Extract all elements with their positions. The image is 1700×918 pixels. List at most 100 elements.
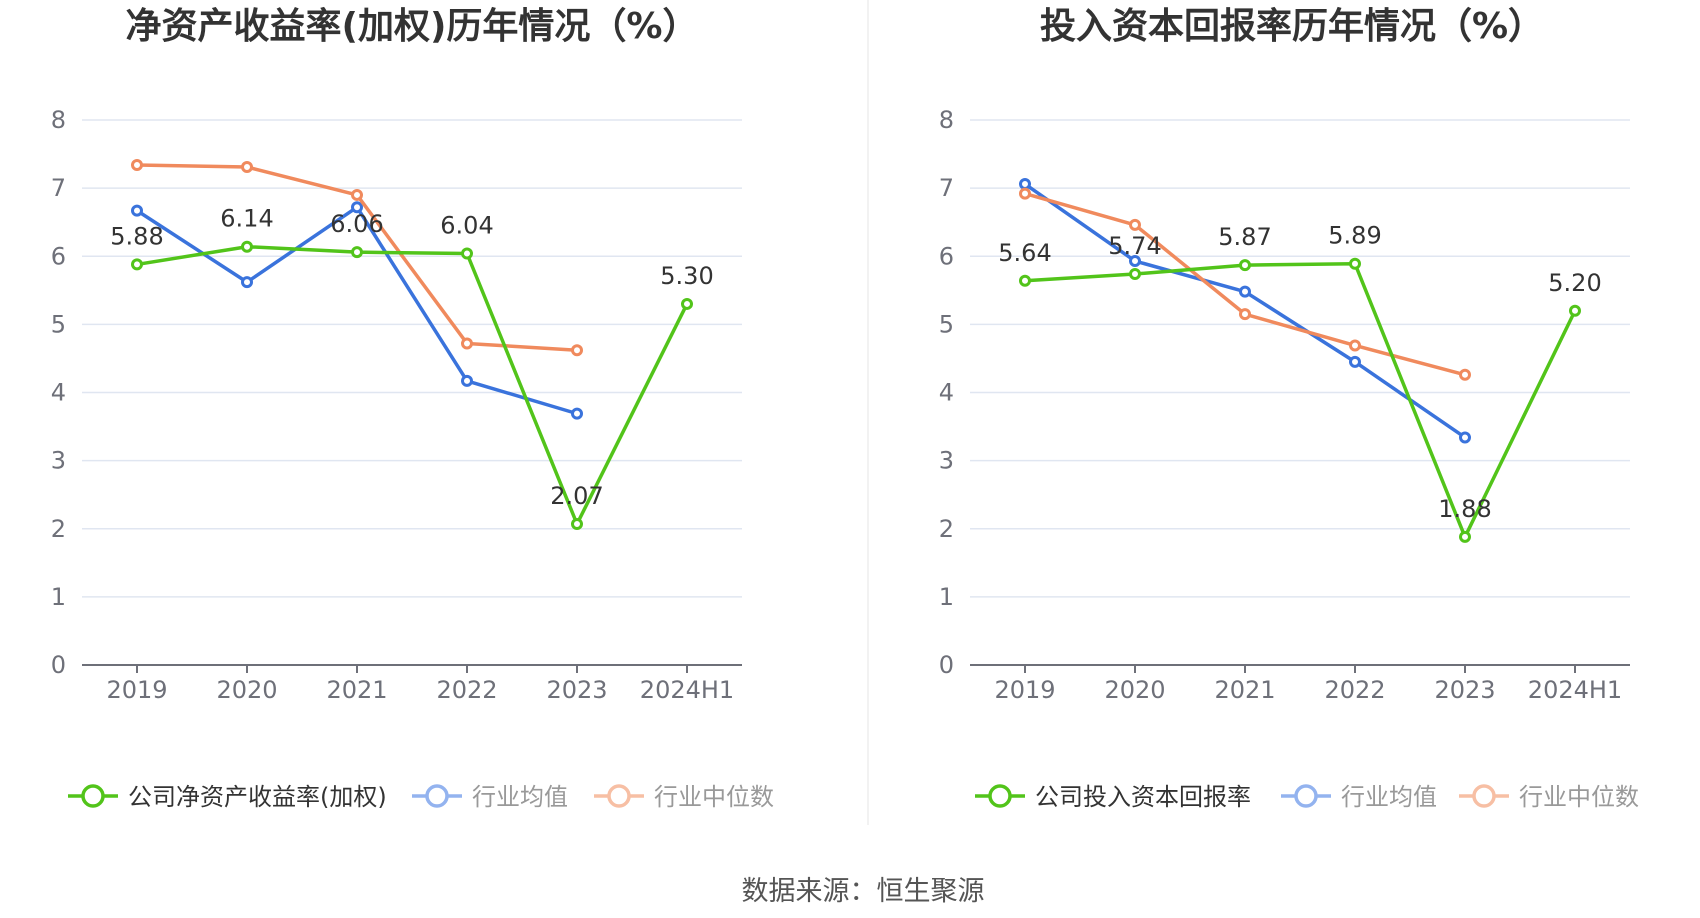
data-point (351, 201, 363, 214)
data-point (1019, 274, 1031, 287)
y-tick-label: 6 (51, 242, 66, 270)
data-point (1459, 368, 1471, 381)
data-point (1459, 530, 1471, 543)
data-point (241, 240, 253, 253)
data-label: 2.07 (550, 482, 603, 510)
legend-label: 行业均值 (472, 783, 568, 811)
data-label: 6.14 (220, 205, 273, 233)
data-point (1129, 267, 1141, 280)
data-point (131, 204, 143, 217)
x-tick-label: 2021 (326, 676, 387, 704)
y-tick-label: 8 (51, 106, 66, 134)
x-tick-label: 2022 (436, 676, 497, 704)
legend-marker (988, 784, 1012, 808)
legend-marker (425, 784, 449, 808)
data-label: 5.74 (1108, 232, 1161, 260)
series-line (136, 244, 689, 526)
data-point (1239, 285, 1251, 298)
y-tick-label: 7 (939, 174, 954, 202)
data-label: 5.20 (1548, 269, 1601, 297)
series-line (1024, 191, 1466, 377)
data-label: 6.06 (330, 210, 383, 238)
data-point (131, 258, 143, 271)
data-label: 6.04 (440, 212, 493, 240)
x-tick-label: 2019 (106, 676, 167, 704)
data-label: 5.30 (660, 262, 713, 290)
legend-marker (607, 784, 631, 808)
data-point (571, 407, 583, 420)
data-point (1349, 339, 1361, 352)
chart-title: 投入资本回报率历年情况（%） (1040, 6, 1544, 47)
legend-label: 行业均值 (1341, 783, 1437, 811)
legend-marker (1472, 784, 1496, 808)
data-point (461, 337, 473, 350)
x-tick-label: 2023 (1434, 676, 1495, 704)
data-label: 5.89 (1328, 222, 1381, 250)
data-point (461, 374, 473, 387)
y-tick-label: 4 (939, 379, 954, 407)
data-point (1349, 355, 1361, 368)
data-point (681, 297, 693, 310)
legend-item-1: 行业均值 (1281, 783, 1437, 811)
data-point (1239, 308, 1251, 321)
legend-item-0: 公司投入资本回报率 (975, 783, 1251, 811)
legend-label: 公司投入资本回报率 (1035, 783, 1251, 811)
x-tick-label: 2024H1 (1528, 676, 1622, 704)
legend-item-2: 行业中位数 (1459, 783, 1639, 811)
x-tick-label: 2023 (546, 676, 607, 704)
data-point (1569, 304, 1581, 317)
legend-item-2: 行业中位数 (594, 783, 774, 811)
x-tick-label: 2020 (1104, 676, 1165, 704)
roe-chart: 净资产收益率(加权)历年情况（%） 0 1 2 3 4 5 6 7 8 2019 2020 2021 20… (51, 6, 774, 811)
chart-title: 净资产收益率(加权)历年情况（%） (126, 6, 699, 47)
data-label: 5.88 (110, 222, 163, 250)
y-tick-label: 2 (939, 515, 954, 543)
data-point (1019, 178, 1031, 191)
data-point (1239, 259, 1251, 272)
data-point (241, 161, 253, 174)
x-tick-label: 2020 (216, 676, 277, 704)
data-label: 5.64 (998, 239, 1051, 267)
legend-label: 行业中位数 (1519, 783, 1639, 811)
y-tick-label: 3 (51, 447, 66, 475)
legend-marker (1294, 784, 1318, 808)
series-1 (131, 201, 583, 420)
y-tick-label: 5 (939, 310, 954, 338)
data-label: 1.88 (1438, 495, 1491, 523)
y-tick-label: 2 (51, 515, 66, 543)
data-point (1459, 431, 1471, 444)
legend-item-0: 公司净资产收益率(加权) (68, 783, 387, 811)
data-point (241, 276, 253, 289)
data-point (351, 246, 363, 259)
data-point (571, 344, 583, 357)
y-tick-label: 6 (939, 242, 954, 270)
x-tick-label: 2021 (1214, 676, 1275, 704)
y-tick-label: 7 (51, 174, 66, 202)
legend-marker (81, 784, 105, 808)
data-source-note: 数据来源：恒生聚源 (742, 876, 985, 907)
data-point (131, 158, 143, 171)
data-point (351, 188, 363, 201)
series-0: 5.88 6.14 6.06 6.04 2.07 5.30 (110, 205, 714, 530)
data-point (1129, 255, 1141, 268)
x-tick-label: 2022 (1324, 676, 1385, 704)
legend-item-1: 行业均值 (412, 783, 568, 811)
y-tick-label: 1 (939, 583, 954, 611)
x-tick-label: 2019 (994, 676, 1055, 704)
y-tick-label: 1 (51, 583, 66, 611)
legend-label: 公司净资产收益率(加权) (128, 783, 387, 811)
data-point (1349, 257, 1361, 270)
legend-label: 行业中位数 (654, 783, 774, 811)
y-tick-label: 8 (939, 106, 954, 134)
roic-chart: 投入资本回报率历年情况（%） 0 1 2 3 4 5 6 7 8 2019 2020 2021 2022 2… (939, 6, 1639, 811)
y-tick-label: 5 (51, 310, 66, 338)
data-point (571, 517, 583, 530)
x-tick-label: 2024H1 (640, 676, 734, 704)
series-line (1024, 261, 1577, 539)
data-point (1019, 187, 1031, 200)
y-tick-label: 0 (939, 651, 954, 679)
data-label: 5.87 (1218, 223, 1271, 251)
series-2 (1019, 187, 1471, 381)
data-point (461, 247, 473, 260)
